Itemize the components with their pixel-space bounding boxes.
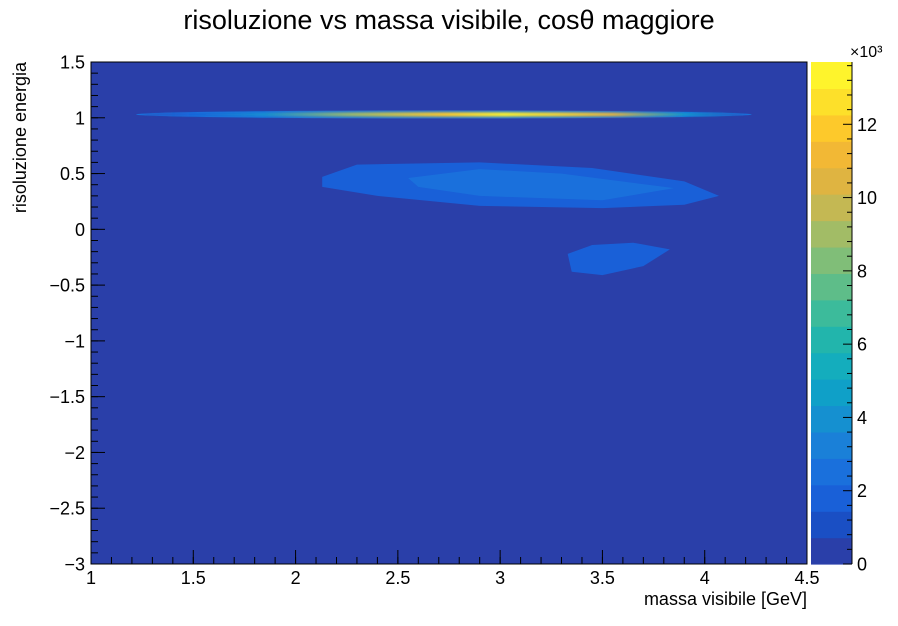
colorbar-segment (811, 326, 852, 354)
colorbar: 0 2 4 6 8 10 12 (811, 62, 877, 575)
colorbar-tick-label: 6 (857, 335, 867, 355)
cluster-resolution-m0p25 (567, 242, 670, 276)
colorbar-segment (811, 458, 852, 486)
colorbar-segment (811, 537, 852, 565)
colorbar-segment (811, 405, 852, 433)
x-axis-label: massa visibile [GeV] (644, 589, 807, 609)
colorbar-segment (811, 114, 852, 142)
plot-background (91, 62, 807, 564)
colorbar-segment (811, 273, 852, 301)
colorbar-segment (811, 62, 852, 90)
colorbar-segment (811, 220, 852, 248)
colorbar-segment (811, 194, 852, 222)
y-tick-label: 1.5 (60, 53, 85, 73)
colorbar-segment (811, 511, 852, 539)
y-tick-label: −0.5 (49, 276, 85, 296)
colorbar-segment (811, 484, 852, 512)
colorbar-tick-label: 10 (857, 188, 877, 208)
axes: 1 1.5 2 2.5 3 3.5 4 4.5 1.5 1 0.5 0 −0.5 −1 −1.5 −2 −2.5… (49, 53, 819, 589)
colorbar-segment (811, 379, 852, 407)
plot-area (91, 62, 807, 564)
y-tick-label: −1.5 (49, 387, 85, 407)
colorbar-segment (811, 352, 852, 380)
cluster-resolution-0p35-core (408, 169, 674, 201)
y-tick-label: −1 (64, 331, 85, 351)
colorbar-segment (811, 88, 852, 116)
colorbar-tick-label: 8 (857, 261, 867, 281)
y-tick-label: 0.5 (60, 164, 85, 184)
colorbar-segment (811, 299, 852, 327)
colorbar-tick-label: 12 (857, 115, 877, 135)
colorbar-tick-label: 2 (857, 481, 867, 501)
colorbar-exponent-label: ×10³ (850, 44, 883, 61)
colorbar-segment (811, 167, 852, 195)
x-tick-label: 4.5 (794, 568, 819, 588)
plot-frame (90, 61, 808, 565)
x-tick-label: 1.5 (181, 568, 206, 588)
y-tick-label: 0 (75, 220, 85, 240)
colorbar-segment (811, 141, 852, 169)
x-tick-label: 1 (86, 568, 96, 588)
chart-title: risoluzione vs massa visibile, cosθ magg… (183, 5, 714, 35)
colorbar-tick-label: 0 (857, 555, 867, 575)
y-axis-label: risoluzione energia (10, 61, 30, 213)
y-tick-label: 1 (75, 108, 85, 128)
x-tick-label: 3.5 (590, 568, 615, 588)
colorbar-segment (811, 246, 852, 274)
x-tick-label: 2.5 (385, 568, 410, 588)
colorbar-segment (811, 431, 852, 459)
x-tick-label: 3 (495, 568, 505, 588)
x-tick-label: 4 (700, 568, 710, 588)
y-tick-label: −3 (64, 555, 85, 575)
x-tick-label: 2 (291, 568, 301, 588)
y-tick-label: −2 (64, 443, 85, 463)
colorbar-tick-label: 4 (857, 408, 867, 428)
y-tick-label: −2.5 (49, 499, 85, 519)
band-resolution-1 (142, 112, 746, 117)
